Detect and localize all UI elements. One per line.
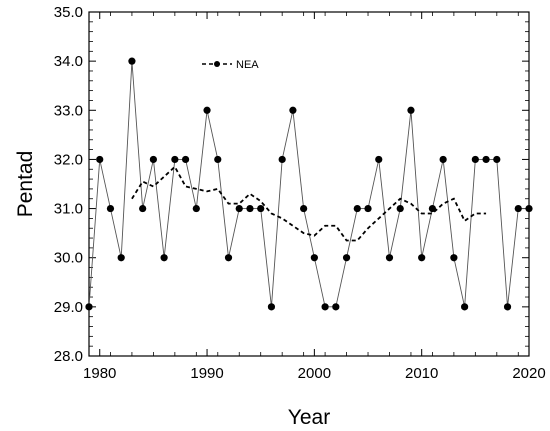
data-point xyxy=(396,204,404,213)
data-point xyxy=(235,204,243,213)
data-point xyxy=(171,155,179,164)
data-point xyxy=(85,303,93,311)
data-point xyxy=(310,254,318,262)
data-point xyxy=(439,155,447,164)
data-point xyxy=(149,155,157,164)
x-tick-label: 2000 xyxy=(298,365,331,382)
data-point xyxy=(525,204,533,213)
series-layer xyxy=(85,57,533,311)
data-point xyxy=(300,204,308,213)
plot-frame xyxy=(88,11,530,357)
data-point xyxy=(224,254,233,262)
data-point xyxy=(461,303,469,311)
data-point xyxy=(128,57,136,65)
y-tick-label: 34.0 xyxy=(54,53,83,70)
data-point xyxy=(514,204,522,213)
x-axis-title: Year xyxy=(288,406,330,429)
series-line-nea xyxy=(131,165,487,242)
data-point xyxy=(407,106,415,114)
data-point xyxy=(364,204,372,213)
data-point xyxy=(203,106,211,114)
data-point xyxy=(332,303,340,311)
data-point xyxy=(160,254,168,262)
data-point xyxy=(181,155,190,164)
x-tick-label: 1990 xyxy=(190,365,223,382)
x-tick-label: 2020 xyxy=(512,365,545,382)
data-point xyxy=(106,204,115,213)
legend-marker xyxy=(214,61,220,67)
data-point xyxy=(192,204,200,213)
data-point xyxy=(257,204,265,213)
y-tick-label: 28.0 xyxy=(54,348,83,365)
data-point xyxy=(428,204,437,213)
data-point xyxy=(342,254,351,262)
data-point xyxy=(482,155,490,164)
data-point xyxy=(267,303,276,311)
legend: NEA xyxy=(202,59,259,71)
data-point xyxy=(96,155,104,164)
series-line-pentad xyxy=(88,61,529,308)
y-tick-label: 32.0 xyxy=(54,151,83,168)
legend-label: NEA xyxy=(236,59,259,71)
y-axis-title: Pentad xyxy=(14,151,37,218)
data-point xyxy=(289,106,297,114)
data-point xyxy=(493,155,501,164)
y-tick-label: 33.0 xyxy=(54,102,83,119)
data-point xyxy=(321,303,329,311)
data-point xyxy=(418,254,426,262)
x-tick-label: 2010 xyxy=(405,365,438,382)
data-point xyxy=(246,204,254,213)
data-point xyxy=(117,254,125,262)
data-point xyxy=(450,254,458,262)
data-point xyxy=(375,155,383,164)
y-tick-label: 35.0 xyxy=(54,4,83,21)
data-point xyxy=(503,303,512,311)
y-tick-label: 30.0 xyxy=(54,250,83,267)
axis-ticks xyxy=(88,11,530,357)
y-tick-label: 31.0 xyxy=(54,201,83,218)
x-tick-label: 1980 xyxy=(83,365,116,382)
data-point xyxy=(214,155,222,164)
y-tick-label: 29.0 xyxy=(54,299,83,316)
data-point xyxy=(278,155,286,164)
data-point xyxy=(139,204,147,213)
axis-tick-labels: 28.0 29.0 30.0 31.0 32.0 33.0 34.0 35.0 1980 1990… xyxy=(54,4,546,382)
data-point xyxy=(385,254,394,262)
data-point xyxy=(353,204,361,213)
data-point xyxy=(471,155,479,164)
